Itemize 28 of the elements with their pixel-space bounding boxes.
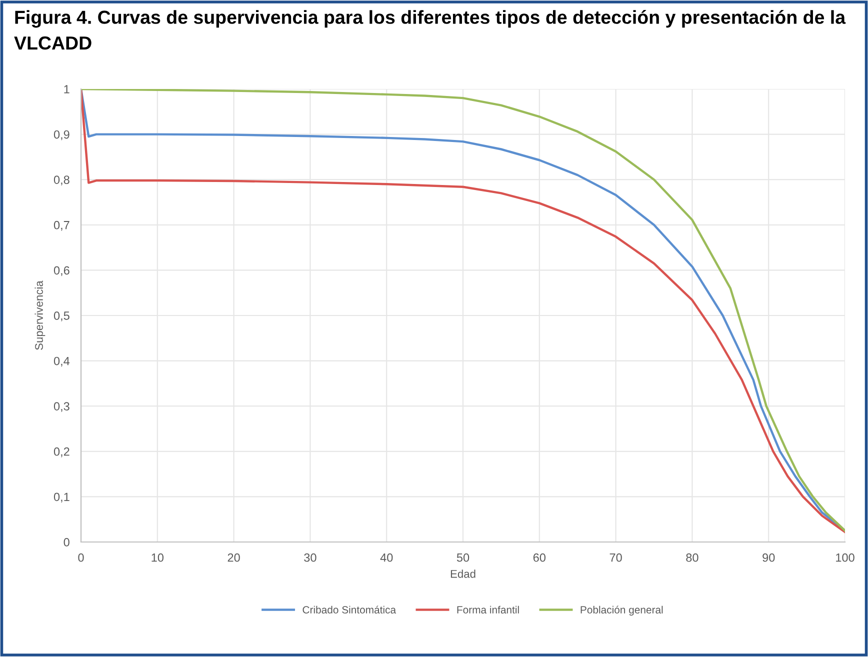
y-tick-label: 0 bbox=[64, 538, 70, 546]
x-tick-label: 80 bbox=[686, 553, 698, 562]
y-axis-title: Supervivencia bbox=[34, 280, 46, 350]
y-tick-label: 0,9 bbox=[54, 130, 70, 140]
y-tick-label: 0,4 bbox=[54, 356, 70, 367]
y-tick-label: 0,3 bbox=[54, 402, 70, 412]
y-tick-label: 0,5 bbox=[54, 312, 70, 322]
legend-label: Forma infantil bbox=[457, 606, 519, 614]
y-tick-label: 0,7 bbox=[54, 220, 70, 231]
y-tick-label: 0,1 bbox=[54, 492, 70, 502]
x-tick-label: 50 bbox=[456, 553, 470, 562]
x-tick-label: 20 bbox=[228, 553, 240, 562]
x-axis-title: Edad bbox=[450, 570, 476, 578]
x-tick-label: 10 bbox=[152, 553, 164, 562]
legend-label: Cribado Sintomática bbox=[302, 606, 396, 614]
y-tick-label: 0,8 bbox=[54, 176, 70, 186]
x-tick-label: 90 bbox=[762, 553, 775, 562]
x-tick-label: 40 bbox=[380, 553, 393, 562]
y-tick-label: 1 bbox=[64, 85, 70, 94]
x-tick-label: 0 bbox=[78, 553, 84, 562]
chart-title: Figura 4. Curvas de supervivencia para los diferentes tipos de detección y presentación de la VLCADD bbox=[14, 10, 846, 50]
y-tick-label: 0,2 bbox=[54, 447, 70, 458]
x-tick-label: 30 bbox=[304, 553, 316, 562]
x-tick-label: 60 bbox=[533, 553, 546, 562]
legend-label: Población general bbox=[580, 606, 663, 616]
x-tick-label: 70 bbox=[610, 553, 622, 562]
x-tick-label: 100 bbox=[836, 553, 854, 562]
y-tick-label: 0,6 bbox=[54, 266, 70, 276]
